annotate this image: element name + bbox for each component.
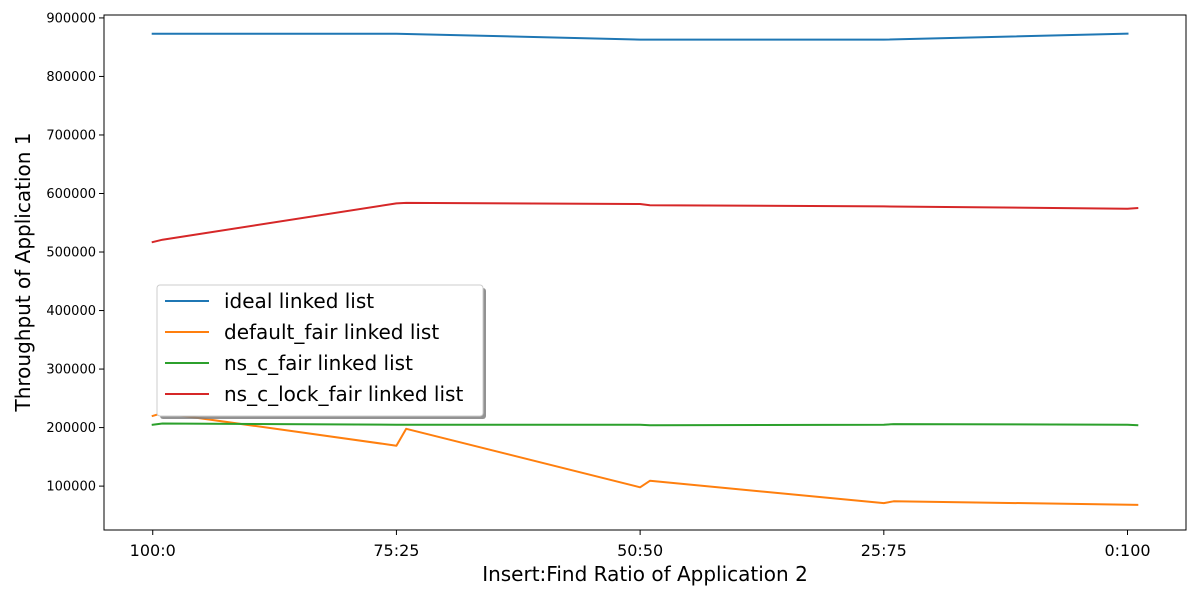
y-tick-label: 600000	[46, 187, 96, 202]
legend-entry-3: ns_c_fair linked list	[224, 351, 413, 375]
x-axis: 100:0 75:25 50:50 25:75 0:100	[130, 530, 1151, 560]
x-axis-label: Insert:Find Ratio of Application 2	[482, 562, 808, 586]
y-tick-label: 100000	[46, 480, 96, 495]
y-tick-label: 500000	[46, 246, 96, 261]
y-tick-label: 400000	[46, 304, 96, 319]
y-tick-label: 300000	[46, 363, 96, 378]
legend-entry-2: default_fair linked list	[224, 320, 439, 344]
series-layer	[151, 32, 1139, 506]
legend-box	[156, 284, 484, 417]
legend: ideal linked list default_fair linked lis…	[156, 284, 486, 419]
y-tick-label: 200000	[46, 421, 96, 436]
x-tick-label: 0:100	[1104, 541, 1150, 560]
legend-entry-1: ideal linked list	[224, 289, 374, 313]
y-tick-label: 700000	[46, 128, 96, 143]
series-line-4	[151, 201, 1139, 244]
x-tick-label: 75:25	[373, 541, 419, 560]
x-tick-label: 50:50	[617, 541, 663, 560]
y-axis-label: Throughput of Application 1	[11, 133, 35, 413]
legend-entry-4: ns_c_lock_fair linked list	[224, 382, 463, 406]
plot-frame	[103, 14, 1187, 531]
y-axis: 100000 200000 300000 400000 500000 600000 7000…	[46, 11, 104, 495]
x-tick-label: 25:75	[861, 541, 907, 560]
series-line-3	[151, 422, 1139, 427]
series-line-1	[151, 32, 1129, 41]
x-tick-label: 100:0	[130, 541, 176, 560]
y-tick-label: 800000	[46, 70, 96, 85]
y-tick-label: 900000	[46, 11, 96, 26]
